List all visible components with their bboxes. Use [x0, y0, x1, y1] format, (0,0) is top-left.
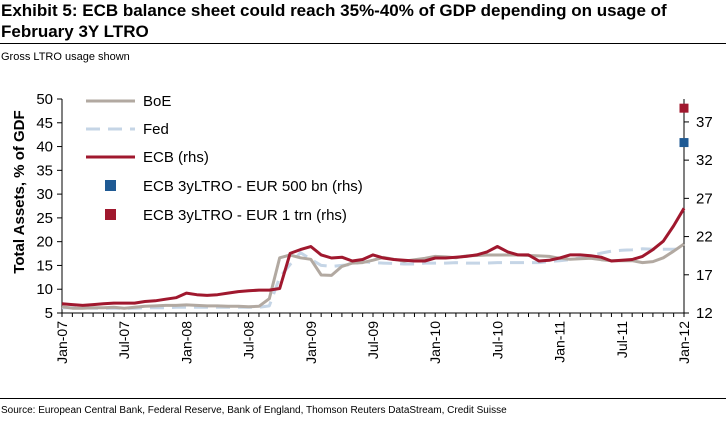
legend-entry-ecb: ECB (rhs) — [86, 149, 209, 166]
title-divider — [0, 43, 726, 44]
x-tick-label: Jul-08 — [241, 321, 257, 359]
left-tick-label: 25 — [36, 210, 53, 227]
left-tick-label: 45 — [36, 115, 53, 132]
left-tick-label: 50 — [36, 91, 53, 108]
footer-divider — [0, 398, 726, 399]
boe-series-line — [61, 242, 685, 310]
x-tick-label: Jan-08 — [178, 321, 194, 364]
legend-entry-boe: BoE — [86, 93, 171, 110]
left-tick-label: 40 — [36, 139, 53, 156]
left-tick-label: 5 — [45, 305, 53, 322]
right-tick-label: 37 — [696, 114, 713, 131]
ecb-series-line — [61, 207, 686, 307]
legend-swatch — [105, 180, 116, 191]
x-tick-label: Jul-07 — [116, 321, 132, 359]
legend-entry-ltro-1trn: ECB 3yLTRO - EUR 1 trn (rhs) — [105, 207, 347, 224]
x-tick-label: Jul-10 — [489, 321, 505, 359]
right-tick-label: 12 — [696, 305, 713, 322]
x-tick-label: Jan-12 — [676, 321, 692, 364]
chart-subtitle: Gross LTRO usage shown — [1, 51, 130, 63]
x-tick-label: Jan-11 — [552, 321, 568, 363]
right-tick-label: 22 — [696, 229, 713, 246]
left-tick-label: 10 — [36, 281, 53, 298]
x-tick-label: Jan-07 — [54, 321, 70, 364]
left-tick-label: 35 — [36, 162, 53, 179]
legend-label: ECB (rhs) — [143, 149, 209, 166]
x-tick-label: Jan-09 — [303, 321, 319, 364]
legend-label: BoE — [143, 93, 171, 110]
legend-label: ECB 3yLTRO - EUR 1 trn (rhs) — [143, 207, 347, 224]
right-tick-label: 27 — [696, 190, 713, 207]
chart-title: Exhibit 5: ECB balance sheet could reach… — [1, 1, 667, 41]
x-tick-label: Jul-11 — [614, 321, 630, 358]
ecb-balance-sheet-chart: 5 10 15 20 25 30 35 40 45 50 12 17 22 27 32 37 Jan-07 Jul… — [11, 91, 713, 364]
left-tick-label: 15 — [36, 257, 53, 274]
source-note: Source: European Central Bank, Federal R… — [1, 405, 507, 416]
legend-label: ECB 3yLTRO - EUR 500 bn (rhs) — [143, 178, 363, 195]
ltro-500bn-marker — [679, 138, 689, 148]
left-tick-label: 30 — [36, 186, 53, 203]
ltro-1trn-marker — [679, 103, 689, 113]
legend-label: Fed — [143, 121, 169, 138]
x-tick-label: Jul-09 — [365, 321, 381, 359]
right-tick-label: 17 — [696, 267, 713, 284]
legend-entry-fed: Fed — [86, 121, 169, 138]
x-tick-label: Jan-10 — [427, 321, 443, 364]
right-tick-label: 32 — [696, 152, 713, 169]
legend-entry-ltro-500bn: ECB 3yLTRO - EUR 500 bn (rhs) — [105, 178, 363, 195]
y-axis-label: Total Assets, % of GDF — [11, 110, 28, 273]
legend-swatch — [105, 209, 116, 220]
left-tick-label: 20 — [36, 234, 53, 251]
